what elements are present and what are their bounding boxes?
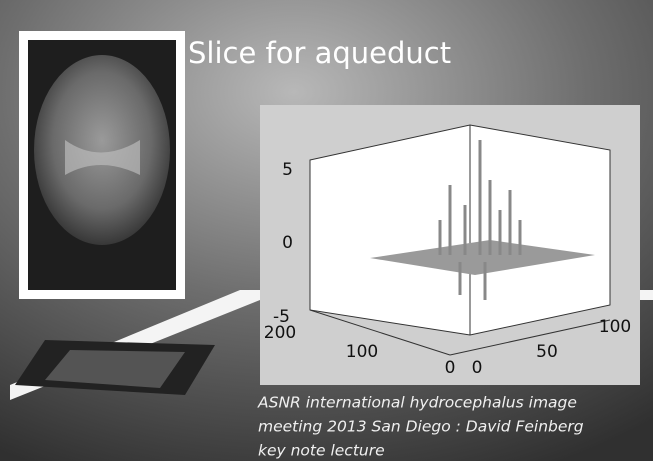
x-tick-label: 200	[264, 323, 296, 343]
x-tick-label: 0	[445, 358, 456, 378]
y-tick-label: 100	[599, 317, 631, 337]
title: Slice for aqueduct	[188, 36, 451, 70]
slide: Slice for aqueduct 5 0 -5 200 100 0 0 50…	[0, 0, 653, 461]
caption-line: ASNR international hydrocephalus image	[257, 394, 577, 412]
z-tick-label: 5	[282, 160, 293, 180]
caption-line: meeting 2013 San Diego : David Feinberg	[258, 418, 584, 436]
y-tick-label: 0	[472, 358, 483, 378]
page: Slice for aqueduct 5 0 -5 200 100 0 0 50…	[0, 0, 653, 461]
y-tick-label: 50	[536, 342, 558, 362]
brain-slice	[34, 55, 170, 245]
z-tick-label: 0	[282, 233, 293, 253]
x-tick-label: 100	[346, 342, 378, 362]
caption-line: key note lecture	[258, 442, 385, 460]
